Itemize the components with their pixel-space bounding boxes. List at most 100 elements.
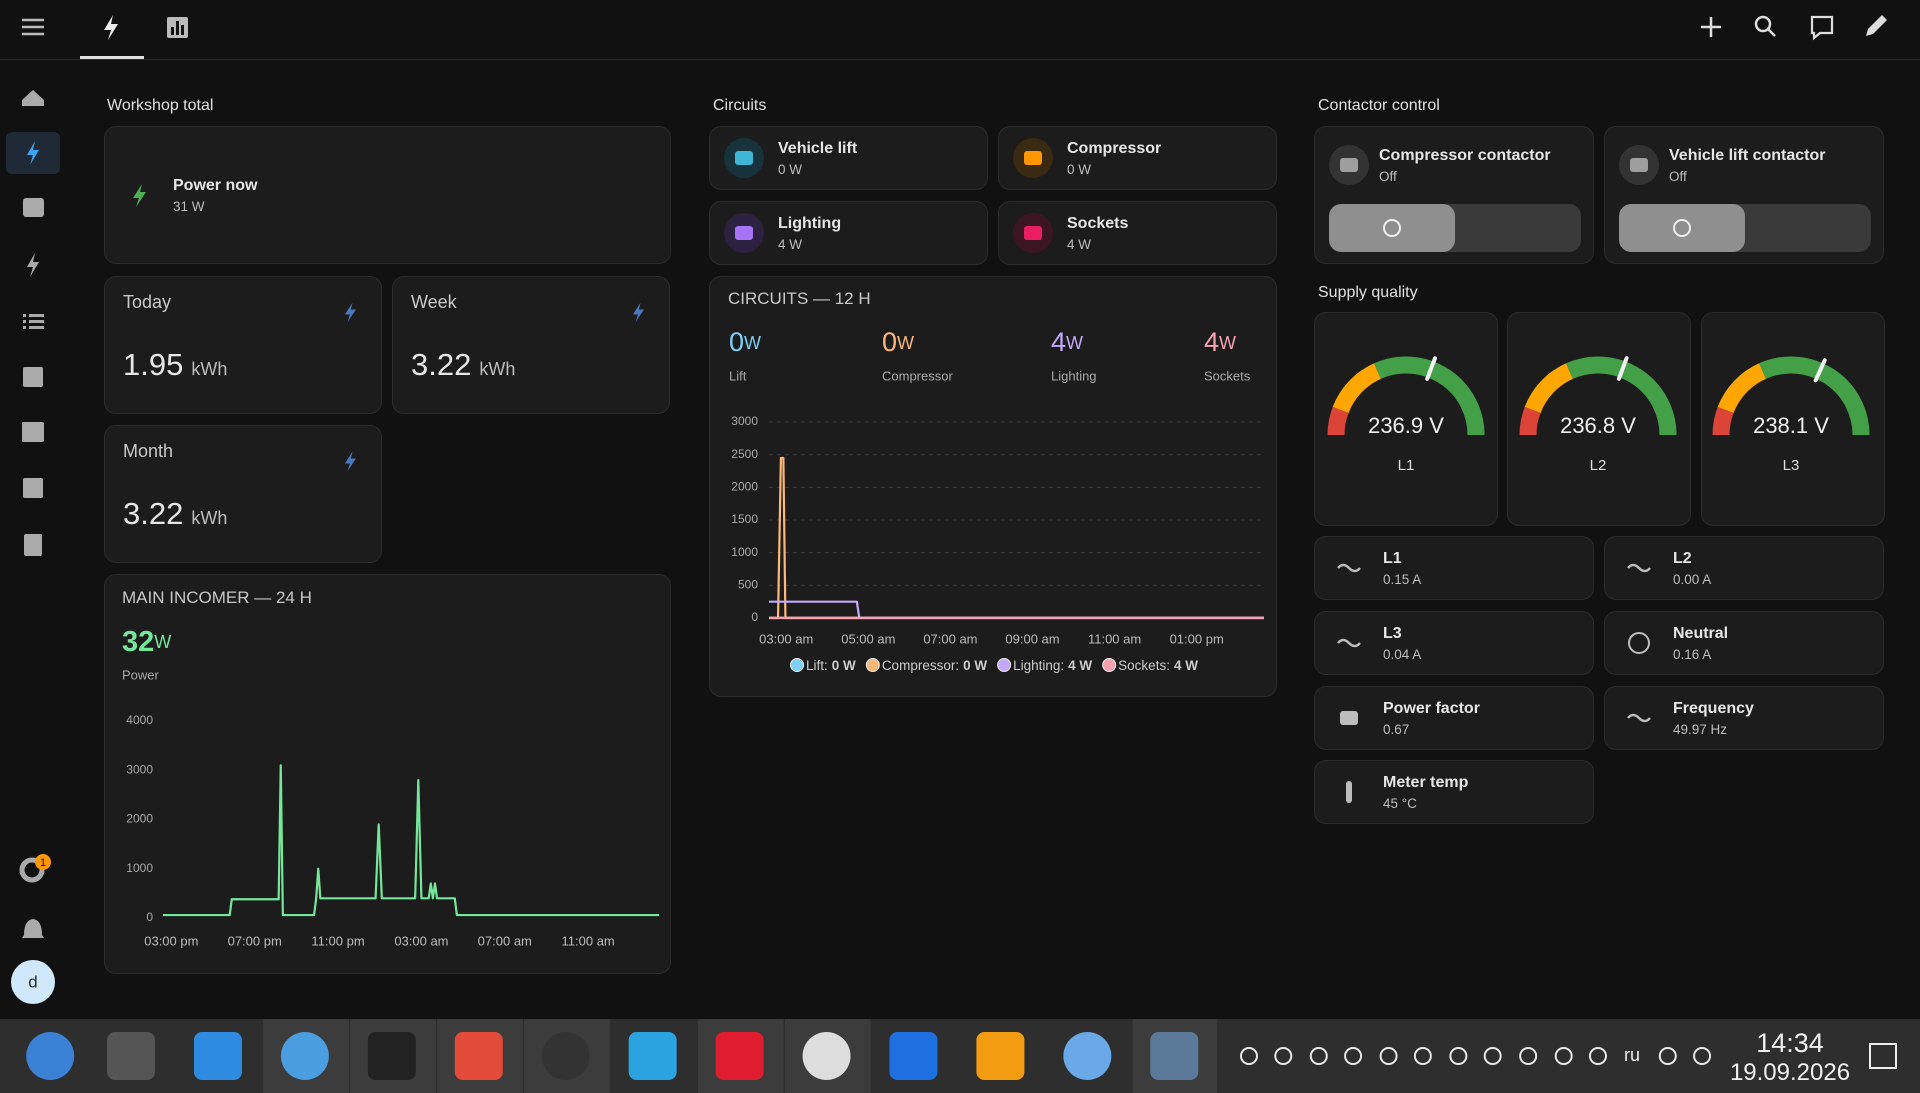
entity-name: Vehicle lift	[778, 139, 858, 157]
app-icon[interactable]	[107, 1032, 156, 1080]
entity-tile[interactable]: Lighting 4 W	[709, 201, 988, 265]
tray-icon[interactable]	[1239, 1047, 1258, 1065]
entity-tile[interactable]: Power now 31 W	[104, 126, 671, 264]
app-icon[interactable]	[802, 1032, 851, 1080]
tray-icon[interactable]	[1519, 1047, 1538, 1065]
tray-icon[interactable]	[1483, 1047, 1502, 1065]
legend: Lift: 0 W Compressor: 0 W Lighting: 4 W Socket…	[790, 658, 1198, 673]
app-icon[interactable]	[367, 1032, 416, 1080]
y-tick-label: 1500	[731, 512, 758, 526]
tray-icon[interactable]	[1658, 1047, 1677, 1065]
stats-tab[interactable]	[167, 17, 188, 38]
value: 3.22	[411, 347, 472, 382]
entity-state: Off	[1669, 169, 1687, 184]
x-tick-label: 03:00 am	[759, 631, 813, 646]
app-icon[interactable]	[1063, 1032, 1112, 1080]
y-tick-label: 2000	[731, 480, 758, 494]
entity-tile[interactable]: L2 0.00 A	[1604, 536, 1884, 600]
nav-map[interactable]	[23, 198, 44, 217]
app-icon[interactable]	[976, 1032, 1025, 1080]
stat-value: 0W	[882, 327, 914, 357]
series-line	[163, 764, 659, 917]
x-tick-label: 07:00 am	[478, 933, 532, 948]
stat-label: Compressor	[882, 368, 953, 383]
entity-icon	[1619, 145, 1659, 185]
toggle[interactable]	[1619, 204, 1871, 252]
x-tick-label: 11:00 am	[1088, 631, 1141, 646]
entity-tile[interactable]: L3 0.04 A	[1314, 611, 1594, 675]
sidebar: 1 d	[6, 90, 60, 1004]
tray-icon[interactable]	[1379, 1047, 1398, 1065]
x-tick-label: 01:00 pm	[1170, 631, 1224, 646]
gauge-segment	[1712, 406, 1734, 436]
entity-tile[interactable]: Vehicle lift 0 W	[709, 126, 988, 190]
legend-name: Lighting:	[1013, 658, 1064, 673]
nav-home[interactable]	[22, 90, 44, 106]
tile-text: Sockets 4 W	[1067, 215, 1128, 252]
legend-swatch	[790, 658, 805, 672]
app-icon[interactable]	[1150, 1032, 1199, 1080]
entity-tile[interactable]: Neutral 0.16 A	[1604, 611, 1884, 675]
tray-icon[interactable]	[1693, 1047, 1712, 1065]
entity-icon	[724, 138, 764, 178]
entity-tile[interactable]: Power factor 0.67	[1314, 686, 1594, 750]
add-button[interactable]	[1701, 17, 1721, 37]
icon-glyph	[1024, 151, 1042, 165]
y-tick-label: 0	[146, 910, 153, 924]
tray-icon[interactable]	[1554, 1047, 1573, 1065]
entity-icon	[1340, 711, 1358, 725]
nav-media[interactable]	[23, 478, 43, 498]
entity-name: Neutral	[1673, 624, 1729, 642]
app-icon[interactable]	[889, 1032, 938, 1080]
app-icon[interactable]	[280, 1032, 329, 1080]
app-icon[interactable]	[715, 1032, 764, 1080]
top-icons	[22, 15, 1887, 59]
stat-value: 0W	[729, 327, 761, 357]
gauge-segment	[1374, 356, 1485, 436]
app-icon[interactable]	[454, 1032, 503, 1080]
nav-settings[interactable]	[19, 857, 45, 883]
tray-icon[interactable]	[1274, 1047, 1293, 1065]
tray-icon[interactable]	[1588, 1047, 1607, 1065]
tray-icon[interactable]	[1344, 1047, 1363, 1065]
entity-tile[interactable]: Frequency 49.97 Hz	[1604, 686, 1884, 750]
chart-card	[709, 276, 1277, 697]
nav-hacs[interactable]	[22, 422, 44, 442]
app-icon[interactable]	[541, 1032, 590, 1080]
menu-button[interactable]	[22, 18, 44, 36]
entity-icon	[1627, 563, 1651, 573]
search-button[interactable]	[1754, 15, 1776, 37]
x-tick-label: 11:00 pm	[311, 933, 364, 948]
entity-tile[interactable]: Meter temp 45 °C	[1314, 760, 1594, 824]
entity-tile[interactable]: L1 0.15 A	[1314, 536, 1594, 600]
icon-glyph	[1340, 158, 1358, 172]
nav-notifications[interactable]	[22, 919, 44, 938]
tray-icon[interactable]	[1449, 1047, 1468, 1065]
nav-todo[interactable]	[24, 534, 42, 556]
entity-tile[interactable]: Compressor 0 W	[998, 126, 1277, 190]
energy-tab[interactable]	[104, 15, 118, 40]
legend-item: Sockets: 4 W	[1118, 658, 1198, 673]
edit-button[interactable]	[1866, 15, 1887, 36]
nav-logbook[interactable]	[27, 253, 39, 277]
avatar-bg[interactable]	[11, 960, 55, 1004]
keyboard-layout[interactable]: ru	[1624, 1045, 1641, 1065]
assist-button[interactable]	[1810, 15, 1834, 41]
nav-history[interactable]	[23, 367, 43, 387]
nav-list[interactable]	[23, 314, 44, 329]
tray-icon[interactable]	[1413, 1047, 1432, 1065]
tray-icon[interactable]	[1309, 1047, 1328, 1065]
show-desktop[interactable]	[1869, 1043, 1897, 1069]
app-icon[interactable]	[628, 1032, 677, 1080]
nav-energy[interactable]	[27, 141, 39, 165]
entity-icon	[724, 213, 764, 253]
entity-state: 45 °C	[1383, 795, 1417, 811]
icon-glyph	[344, 451, 356, 472]
app-icon[interactable]	[193, 1032, 242, 1080]
clock-time: 14:34	[1756, 1028, 1824, 1058]
app-icon[interactable]	[26, 1032, 75, 1080]
toggle[interactable]	[1329, 204, 1581, 252]
taskbar-apps	[26, 1019, 1897, 1093]
entity-name: Compressor contactor	[1379, 147, 1551, 164]
entity-tile[interactable]: Sockets 4 W	[998, 201, 1277, 265]
